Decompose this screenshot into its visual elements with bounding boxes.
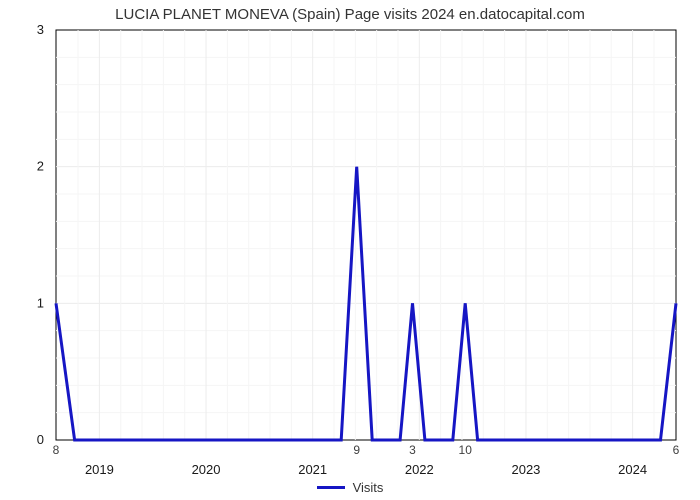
x-tick-label: 2022 <box>405 462 434 477</box>
data-point-label: 6 <box>673 443 680 457</box>
y-tick-label: 0 <box>37 432 44 447</box>
data-point-label: 10 <box>459 443 473 457</box>
x-tick-label: 2021 <box>298 462 327 477</box>
chart-legend: Visits <box>0 480 700 495</box>
chart-svg: 0 1 2 3 2019 2020 2021 2022 2023 2024 8 9 3 10 6 <box>0 0 700 500</box>
y-tick-label: 1 <box>37 295 44 310</box>
x-tick-label: 2019 <box>85 462 114 477</box>
x-tick-label: 2020 <box>192 462 221 477</box>
x-tick-label: 2023 <box>511 462 540 477</box>
data-point-label: 3 <box>409 443 416 457</box>
chart-container: LUCIA PLANET MONEVA (Spain) Page visits … <box>0 0 700 500</box>
legend-swatch <box>317 486 345 489</box>
data-point-label: 9 <box>353 443 360 457</box>
x-tick-label: 2024 <box>618 462 647 477</box>
y-tick-label: 3 <box>37 22 44 37</box>
plot-area <box>56 30 676 440</box>
legend-label: Visits <box>353 480 384 495</box>
y-tick-label: 2 <box>37 159 44 174</box>
data-point-label: 8 <box>53 443 60 457</box>
